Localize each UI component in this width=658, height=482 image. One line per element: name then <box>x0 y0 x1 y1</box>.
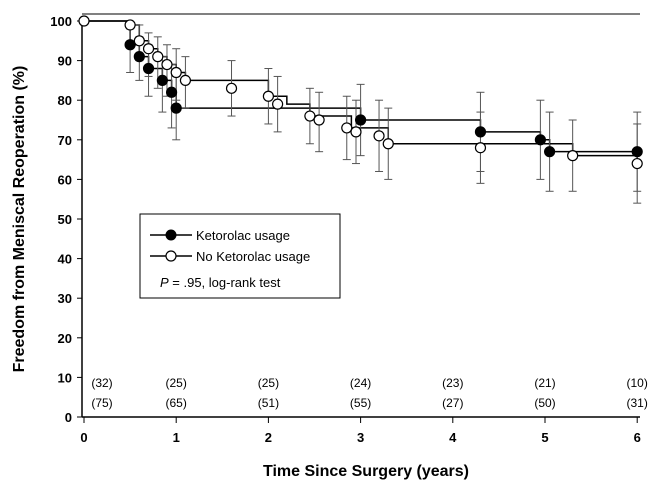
data-point-ketorolac <box>156 74 168 87</box>
x-tick-label: 4 <box>449 430 457 445</box>
at-risk-no-ketorolac: (31) <box>627 396 648 410</box>
data-point-ketorolac <box>124 39 136 51</box>
at-risk-no-ketorolac: (50) <box>534 396 555 410</box>
axis-ticks: 0 10 20 30 40 50 60 70 80 90 100 0 1 2 3 4 5 6 <box>50 14 641 445</box>
y-axis-title: Freedom from Meniscal Reoperation (%) <box>11 66 28 373</box>
x-tick-label: 5 <box>541 430 548 445</box>
y-tick-label: 10 <box>58 370 72 385</box>
data-point-ketorolac <box>355 114 367 126</box>
legend-stat-note: P = .95, log-rank test <box>160 275 281 290</box>
data-point-no-ketorolac <box>631 157 643 170</box>
data-point-no-ketorolac <box>373 130 385 142</box>
data-point-no-ketorolac <box>179 74 192 87</box>
data-point-start <box>78 15 90 27</box>
data-point-no-ketorolac <box>350 126 362 138</box>
data-point-ketorolac <box>534 134 546 146</box>
error-bars <box>126 24 642 204</box>
legend-marker-ketorolac <box>165 229 177 241</box>
at-risk-numbers: (32) (25) (25) (24) (23) (21) (10) (75) (65) (51)… <box>91 376 648 410</box>
y-tick-label: 90 <box>58 54 72 69</box>
data-point-no-ketorolac <box>152 51 164 63</box>
x-tick-label: 0 <box>80 430 87 445</box>
x-tick-label: 2 <box>265 430 272 445</box>
data-point-no-ketorolac <box>272 98 284 110</box>
legend-label-no-ketorolac: No Ketorolac usage <box>196 249 310 264</box>
y-tick-label: 70 <box>58 133 72 148</box>
data-point-no-ketorolac <box>567 150 579 162</box>
data-point-no-ketorolac <box>474 142 487 154</box>
data-point-ketorolac <box>142 62 155 75</box>
legend-p-symbol: P <box>160 275 169 290</box>
y-tick-label: 100 <box>50 14 72 29</box>
at-risk-ketorolac: (23) <box>442 376 463 390</box>
y-tick-label: 80 <box>58 93 72 108</box>
data-point-no-ketorolac <box>170 66 182 79</box>
data-point-no-ketorolac <box>161 58 173 71</box>
y-tick-label: 0 <box>65 410 72 425</box>
data-point-no-ketorolac <box>133 35 145 47</box>
data-point-no-ketorolac <box>142 43 155 55</box>
data-point-no-ketorolac <box>341 122 353 134</box>
data-point-ketorolac <box>170 102 182 114</box>
at-risk-no-ketorolac: (27) <box>442 396 463 410</box>
legend: Ketorolac usage No Ketorolac usage P = .… <box>139 213 341 299</box>
at-risk-ketorolac: (24) <box>350 376 371 390</box>
data-point-ketorolac <box>474 126 487 138</box>
at-risk-no-ketorolac: (51) <box>258 396 279 410</box>
y-tick-label: 40 <box>58 252 72 267</box>
data-point-ketorolac <box>544 146 556 158</box>
at-risk-ketorolac: (25) <box>258 376 279 390</box>
at-risk-ketorolac: (21) <box>534 376 555 390</box>
x-tick-label: 3 <box>357 430 364 445</box>
legend-box <box>139 213 341 299</box>
y-tick-label: 20 <box>58 331 72 346</box>
at-risk-ketorolac: (10) <box>627 376 648 390</box>
markers <box>78 15 643 170</box>
data-point-no-ketorolac <box>124 19 136 31</box>
y-tick-label: 60 <box>58 172 72 187</box>
legend-label-ketorolac: Ketorolac usage <box>196 228 290 243</box>
x-tick-label: 6 <box>634 430 641 445</box>
at-risk-no-ketorolac: (55) <box>350 396 371 410</box>
at-risk-ketorolac: (25) <box>166 376 187 390</box>
data-point-no-ketorolac <box>313 114 325 126</box>
at-risk-ketorolac: (32) <box>91 376 112 390</box>
legend-marker-no-ketorolac <box>165 250 177 262</box>
x-tick-label: 1 <box>173 430 180 445</box>
data-point-ketorolac <box>165 86 178 98</box>
data-point-ketorolac <box>133 51 145 63</box>
y-tick-label: 30 <box>58 291 72 306</box>
at-risk-no-ketorolac: (75) <box>91 396 112 410</box>
x-axis-title: Time Since Surgery (years) <box>263 463 469 480</box>
data-point-no-ketorolac <box>382 138 394 150</box>
y-tick-label: 50 <box>58 212 72 227</box>
at-risk-no-ketorolac: (65) <box>166 396 187 410</box>
legend-p-text: = .95, log-rank test <box>169 275 281 290</box>
data-point-no-ketorolac <box>225 82 238 94</box>
data-point-no-ketorolac <box>304 110 316 122</box>
data-point-ketorolac <box>631 146 643 158</box>
data-point-no-ketorolac <box>262 90 274 102</box>
